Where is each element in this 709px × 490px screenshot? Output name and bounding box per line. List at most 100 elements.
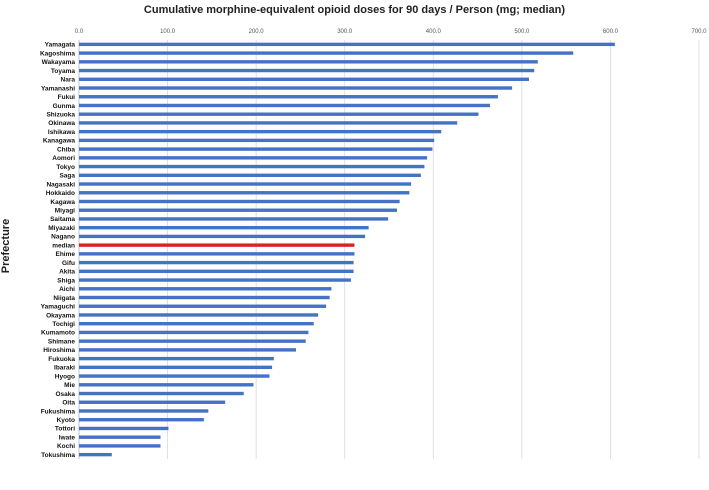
bar — [79, 435, 161, 439]
bar — [79, 129, 442, 134]
category-label: Miyazaki — [48, 225, 75, 232]
bar — [79, 339, 306, 343]
category-label: Kochi — [57, 443, 75, 450]
category-label: Kanagawa — [43, 138, 76, 145]
bar — [79, 374, 270, 378]
bar — [79, 103, 490, 108]
bar — [79, 86, 513, 90]
bar — [79, 260, 354, 265]
bar — [79, 348, 296, 352]
category-label: Kyoto — [57, 417, 75, 424]
category-label: Kumamoto — [41, 330, 75, 337]
category-label: Iwate — [59, 434, 76, 441]
bar — [79, 173, 421, 178]
x-tick-label: 700.0 — [691, 29, 707, 35]
category-label: Tochigi — [52, 321, 75, 328]
category-label: Ibaraki — [54, 365, 75, 372]
category-label: Fukui — [58, 94, 76, 101]
bar — [79, 409, 209, 413]
category-label: Ishikawa — [48, 129, 75, 136]
x-tick-label: 200.0 — [249, 29, 265, 35]
category-label: Nagasaki — [46, 181, 75, 188]
category-label: Okayama — [46, 312, 75, 319]
bar — [79, 164, 425, 169]
category-label: Yamaguchi — [41, 304, 76, 311]
bar — [79, 77, 529, 81]
bar — [79, 452, 112, 457]
category-label: Gifu — [62, 260, 75, 267]
category-label: Kagawa — [50, 199, 75, 206]
bar — [79, 42, 615, 47]
bar — [79, 252, 355, 256]
x-tick-label: 100.0 — [160, 29, 176, 35]
x-tick-label: 600.0 — [603, 29, 619, 35]
category-label: Miyagi — [55, 208, 75, 215]
category-label: Nagano — [51, 234, 75, 241]
bar — [79, 182, 412, 186]
x-tick-label: 0.0 — [75, 29, 84, 35]
category-label: Fukushima — [41, 408, 76, 415]
bar — [79, 199, 400, 204]
bar — [79, 60, 538, 64]
x-tick-label: 300.0 — [337, 29, 353, 35]
bar — [79, 121, 458, 125]
category-label: Hokkaido — [46, 190, 75, 197]
category-label: Osaka — [55, 391, 75, 398]
category-label: Tokyo — [56, 164, 75, 171]
category-label: Yamagata — [45, 42, 76, 49]
category-label: Hiroshima — [43, 347, 75, 354]
category-label: Hyogo — [55, 373, 75, 380]
category-label: Gunma — [53, 103, 76, 110]
bar — [79, 208, 397, 212]
x-tick-label: 400.0 — [426, 29, 442, 35]
category-label: Fukuoka — [48, 356, 75, 363]
category-label: Shizuoka — [46, 111, 75, 118]
bar — [79, 295, 330, 300]
category-label: Mie — [64, 382, 75, 389]
bar — [79, 138, 435, 143]
bar — [79, 356, 274, 361]
category-label: Aichi — [59, 286, 75, 293]
bar — [79, 304, 327, 308]
category-label: Nara — [61, 77, 76, 84]
bar — [79, 225, 369, 230]
bar — [79, 51, 574, 55]
bar — [79, 330, 309, 335]
bar — [79, 95, 498, 99]
category-label: Tokushima — [41, 452, 75, 459]
category-label: Akita — [59, 269, 75, 276]
bar — [79, 426, 169, 431]
category-label: Chiba — [57, 146, 75, 153]
median-bar — [79, 243, 355, 247]
category-label: Saga — [59, 173, 75, 180]
category-label: Kagoshima — [40, 50, 75, 57]
bar — [79, 400, 226, 404]
bar — [79, 147, 433, 151]
category-label: Oita — [62, 400, 75, 407]
bar — [79, 112, 479, 116]
bar — [79, 444, 161, 448]
category-label: Shimane — [48, 338, 75, 345]
bar — [79, 391, 244, 396]
bar — [79, 217, 389, 221]
category-label: Saitama — [50, 216, 75, 223]
bar — [79, 68, 535, 73]
bar — [79, 278, 351, 282]
bar — [79, 383, 254, 387]
bar — [79, 365, 273, 370]
category-label: Okinawa — [48, 120, 75, 127]
chart-title: Cumulative morphine-equivalent opioid do… — [143, 4, 566, 16]
category-label: Shiga — [57, 277, 75, 284]
bar — [79, 191, 410, 195]
category-label: median — [52, 242, 75, 249]
bar — [79, 234, 366, 239]
bar — [79, 156, 428, 160]
category-label: Aomori — [52, 155, 75, 162]
category-label: Ehime — [55, 251, 75, 258]
bar — [79, 321, 314, 326]
bar — [79, 287, 332, 291]
category-label: Wakayama — [42, 59, 76, 66]
x-tick-label: 500.0 — [514, 29, 530, 35]
bar — [79, 269, 354, 274]
